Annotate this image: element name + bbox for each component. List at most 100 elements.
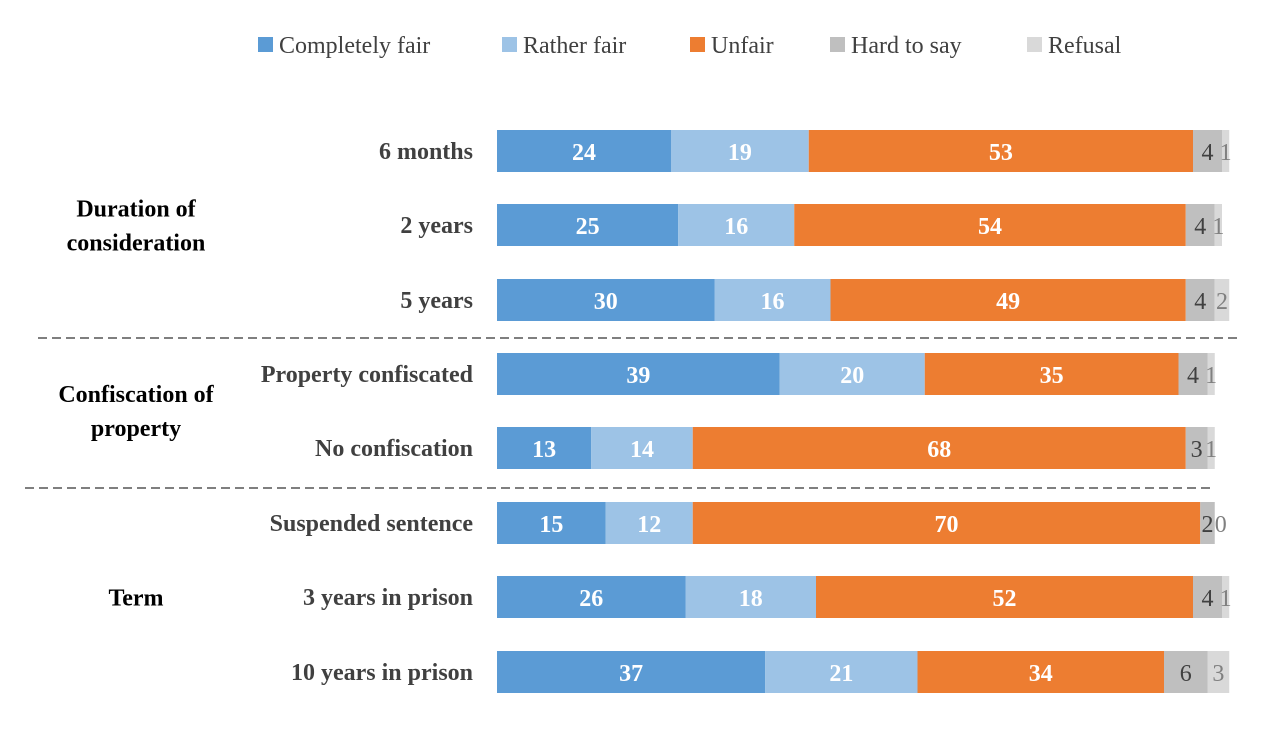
data-label: 2 bbox=[1202, 512, 1214, 538]
bar-segment bbox=[1193, 576, 1222, 618]
data-label: 39 bbox=[626, 363, 650, 389]
bar-segment bbox=[1164, 651, 1208, 693]
data-label: 37 bbox=[619, 661, 643, 687]
data-label: 30 bbox=[594, 289, 618, 315]
bar-segment bbox=[685, 576, 816, 618]
legend: Completely fair Rather fair Unfair Hard to … bbox=[258, 33, 1122, 59]
bars: 24 19 53 4 125 16 54 4 130 16 49 4 239 20 35 4 113 14 68 3 1… bbox=[497, 130, 1232, 693]
data-label: 54 bbox=[978, 214, 1002, 240]
bar-segment bbox=[1207, 427, 1215, 469]
category-label: 3 years in prison bbox=[303, 585, 473, 611]
data-label: 2 bbox=[1216, 289, 1228, 315]
legend-label: Rather fair bbox=[523, 33, 626, 59]
bar-segment bbox=[714, 279, 831, 321]
group-label: Duration of bbox=[76, 197, 196, 223]
legend-label: Hard to say bbox=[851, 33, 962, 59]
bar-segment bbox=[678, 204, 795, 246]
bar-segment bbox=[808, 130, 1193, 172]
data-label: 18 bbox=[739, 586, 763, 612]
legend-label: Unfair bbox=[711, 33, 774, 59]
data-label: 21 bbox=[829, 661, 853, 687]
bar-segment bbox=[497, 279, 715, 321]
group-label: consideration bbox=[67, 231, 206, 257]
data-label: 20 bbox=[840, 363, 864, 389]
bar-segment bbox=[591, 427, 693, 469]
bar-segment bbox=[779, 353, 925, 395]
category-label: 2 years bbox=[400, 213, 473, 239]
bar-segment bbox=[924, 353, 1179, 395]
group-dividers bbox=[25, 337, 1240, 489]
bar-segment bbox=[497, 576, 686, 618]
bar-segment bbox=[1178, 353, 1208, 395]
bar-segment bbox=[794, 204, 1186, 246]
data-label: 68 bbox=[927, 437, 951, 463]
bar-segment bbox=[1185, 204, 1215, 246]
data-label: 4 bbox=[1194, 289, 1206, 315]
data-label: 12 bbox=[637, 512, 661, 538]
category-label: No confiscation bbox=[315, 436, 473, 462]
data-label: 34 bbox=[1029, 661, 1053, 687]
category-label: 10 years in prison bbox=[291, 660, 473, 686]
data-label: 25 bbox=[576, 214, 600, 240]
category-label: Suspended sentence bbox=[270, 511, 474, 537]
data-label: 70 bbox=[935, 512, 959, 538]
bar-segment bbox=[917, 651, 1164, 693]
legend-label: Completely fair bbox=[279, 33, 430, 59]
bar-segment bbox=[497, 204, 679, 246]
data-label: 4 bbox=[1202, 586, 1214, 612]
legend-label: Refusal bbox=[1048, 33, 1122, 59]
data-label: 53 bbox=[989, 140, 1013, 166]
legend-swatch bbox=[690, 37, 705, 52]
bar-segment bbox=[692, 427, 1186, 469]
bar-segment bbox=[1207, 353, 1215, 395]
data-label: 49 bbox=[996, 289, 1020, 315]
legend-swatch bbox=[1027, 37, 1042, 52]
group-label: property bbox=[91, 416, 181, 442]
data-label: 13 bbox=[532, 437, 556, 463]
bar-segment bbox=[1214, 204, 1222, 246]
data-label: 24 bbox=[572, 140, 596, 166]
category-label: 5 years bbox=[400, 288, 473, 314]
bar-segment bbox=[497, 651, 766, 693]
bar-segment bbox=[830, 279, 1186, 321]
data-label: 6 bbox=[1180, 661, 1192, 687]
bar-segment bbox=[1193, 130, 1222, 172]
legend-swatch bbox=[258, 37, 273, 52]
bar-segment bbox=[1222, 576, 1230, 618]
category-label: Property confiscated bbox=[261, 362, 474, 388]
data-label: 1 bbox=[1212, 214, 1224, 240]
bar-segment bbox=[1207, 651, 1230, 693]
data-label: 3 bbox=[1212, 661, 1224, 687]
category-label: 6 months bbox=[379, 139, 473, 165]
bar-segment bbox=[605, 502, 693, 544]
bar-segment bbox=[1185, 427, 1208, 469]
bar-segment bbox=[497, 130, 671, 172]
bar-segment bbox=[1222, 130, 1230, 172]
data-label: 1 bbox=[1205, 437, 1217, 463]
data-label: 3 bbox=[1191, 437, 1203, 463]
data-label: 19 bbox=[728, 140, 752, 166]
category-labels: 6 months 2 years 5 years Property confiscat… bbox=[261, 139, 474, 686]
bar-segment bbox=[692, 502, 1201, 544]
bar-segment bbox=[1214, 279, 1230, 321]
group-labels: Duration of consideration Confiscation of p… bbox=[58, 197, 214, 612]
data-label: 4 bbox=[1187, 363, 1199, 389]
bar-segment bbox=[497, 502, 606, 544]
bar-segment bbox=[816, 576, 1193, 618]
legend-swatch bbox=[502, 37, 517, 52]
legend-swatch bbox=[830, 37, 845, 52]
bar-segment bbox=[497, 353, 780, 395]
data-label: 16 bbox=[761, 289, 785, 315]
data-label: 16 bbox=[724, 214, 748, 240]
bar-segment bbox=[497, 427, 592, 469]
data-label: 52 bbox=[993, 586, 1017, 612]
data-label: 1 bbox=[1220, 140, 1232, 166]
bar-segment bbox=[1185, 279, 1215, 321]
data-label: 15 bbox=[539, 512, 563, 538]
data-label: 14 bbox=[630, 437, 654, 463]
data-label: 1 bbox=[1220, 586, 1232, 612]
data-label: 1 bbox=[1205, 363, 1217, 389]
data-label: 35 bbox=[1040, 363, 1064, 389]
bar-segment bbox=[765, 651, 918, 693]
